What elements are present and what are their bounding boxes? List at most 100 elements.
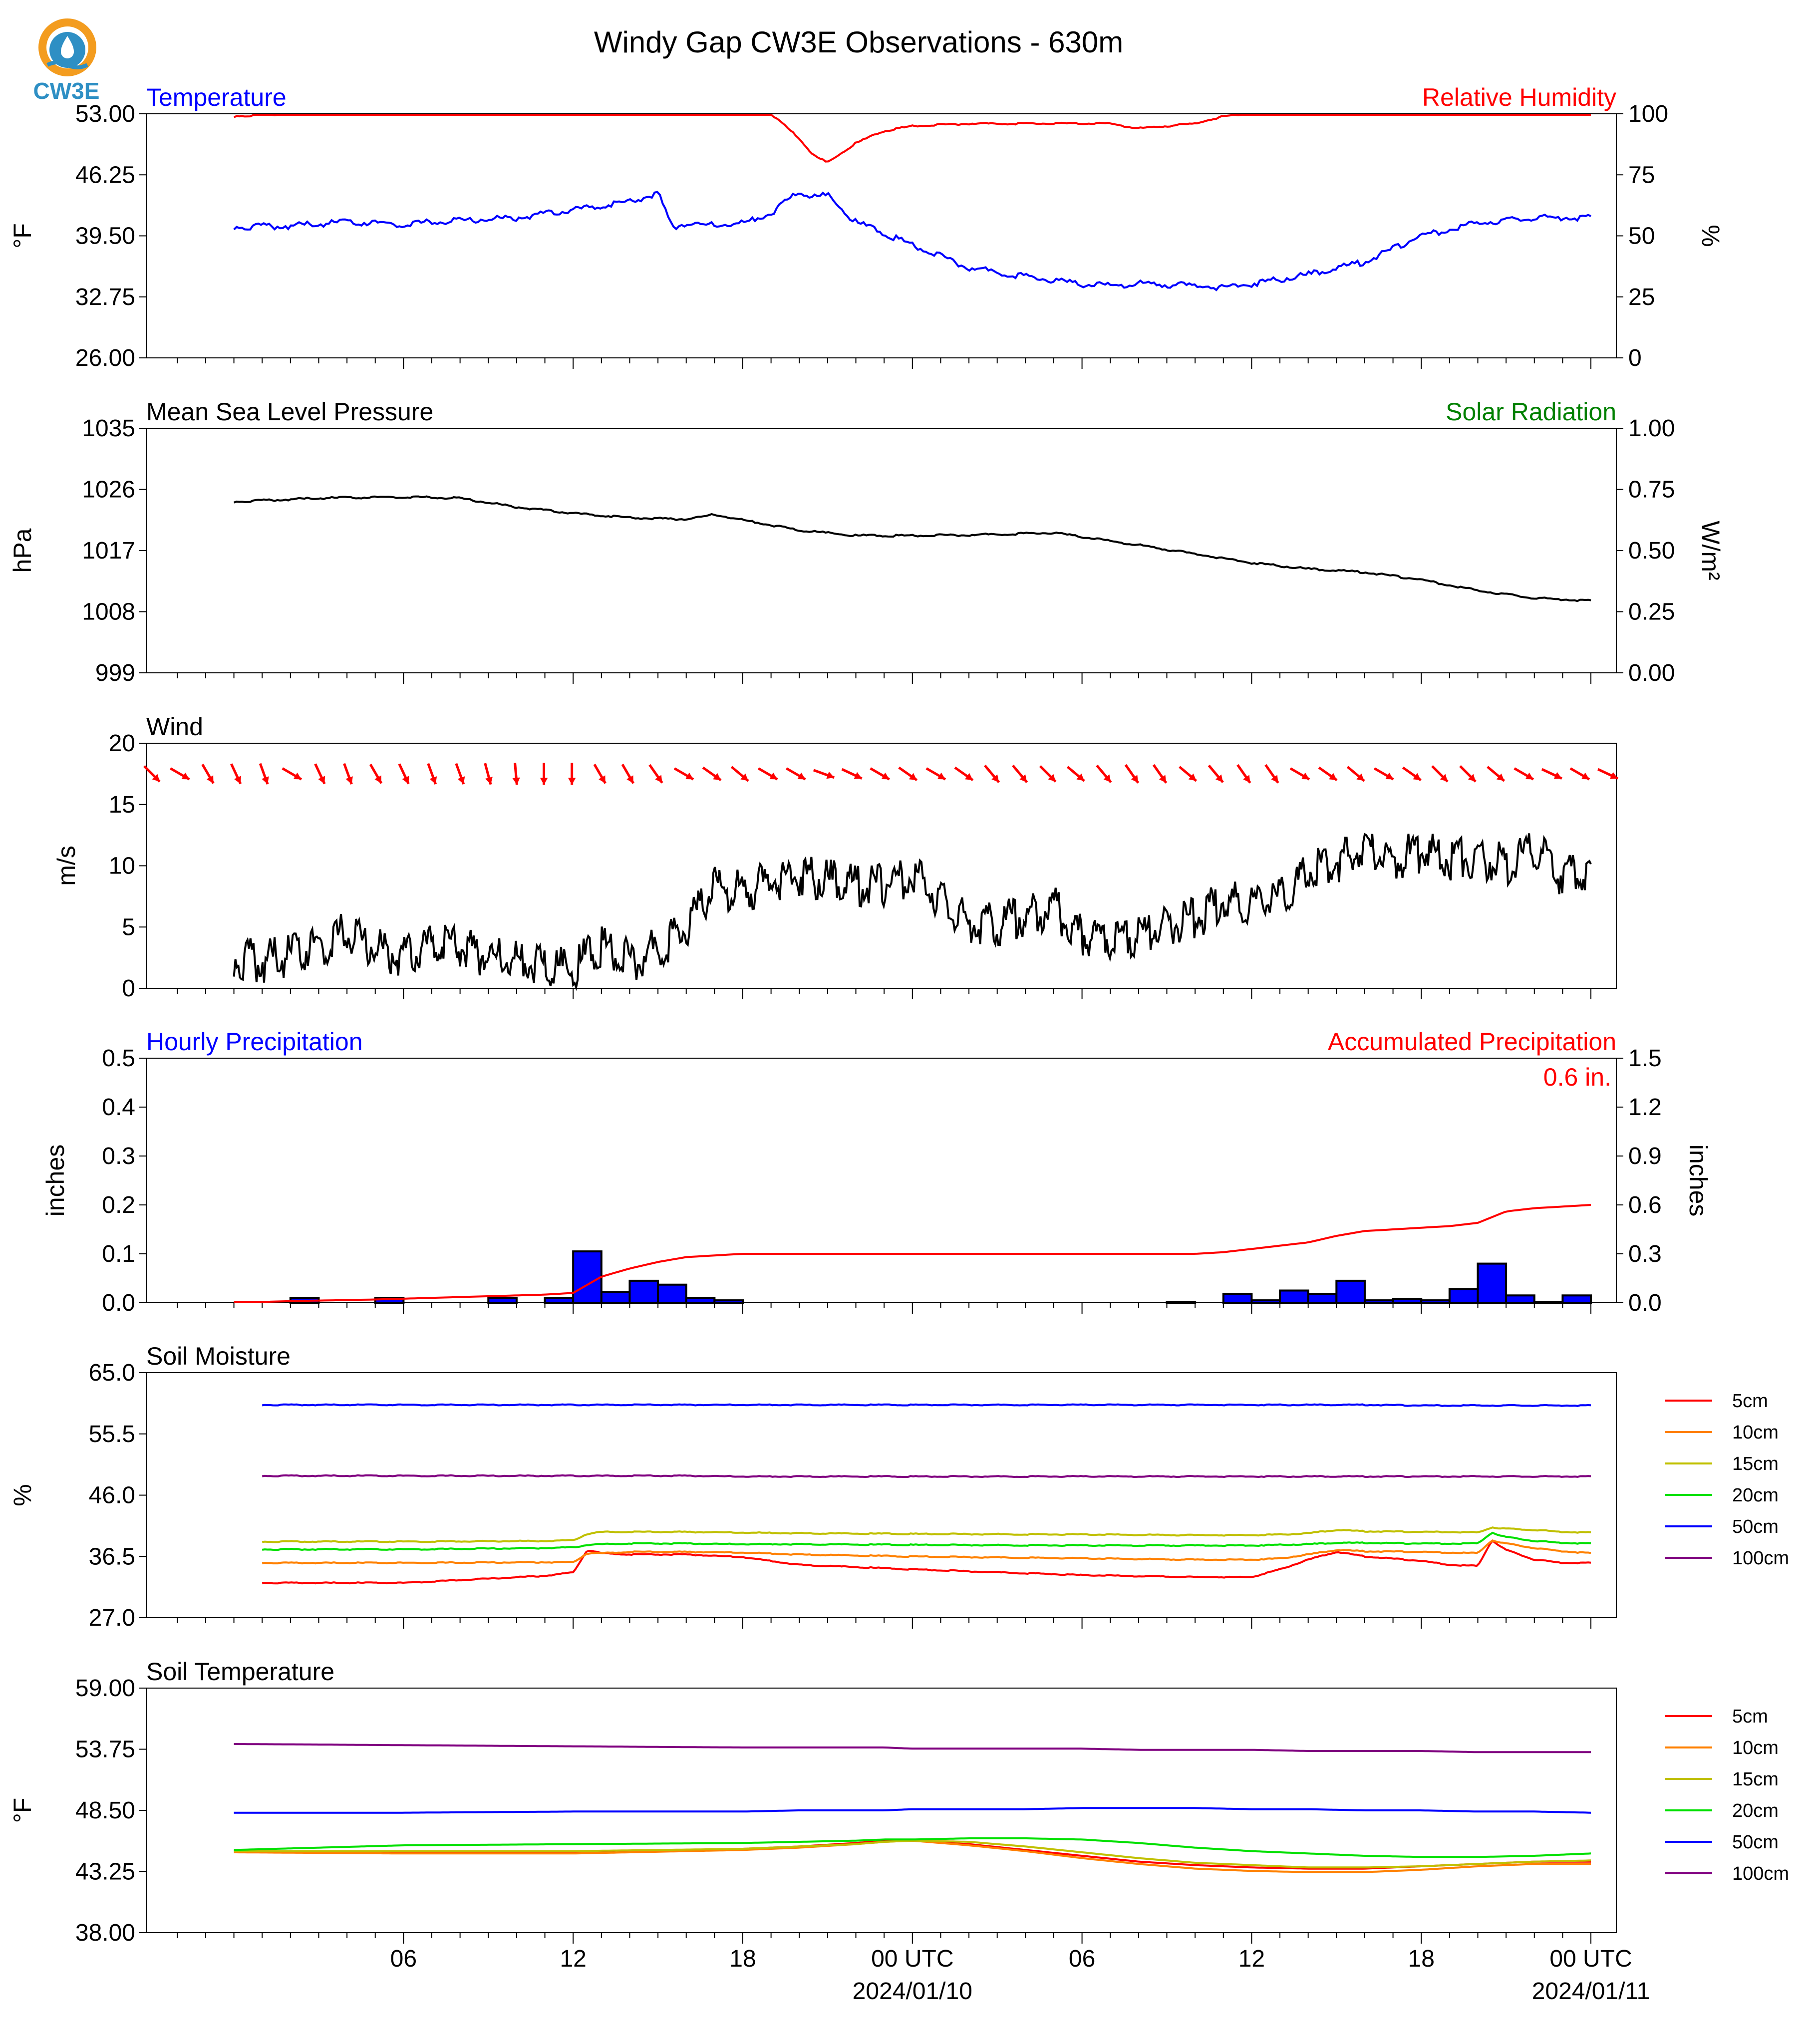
precip-bar [487,1297,518,1304]
wind-arrow-head [1553,772,1562,779]
y-tick-label: 1017 [82,538,135,564]
y-tick-label: 10 [109,853,135,879]
panel-5: Soil Temperature 59.00 53.75 48.50 43.25 38.0… [8,1658,1789,1946]
wind-arrow [1373,767,1394,781]
wind-arrow [925,767,946,781]
wind-arrow-head [262,776,269,785]
y-tick-label: 46.25 [75,162,135,188]
y-right-tick-label: 0.75 [1628,477,1675,503]
precip-bar [1222,1293,1253,1304]
wind-arrow [786,767,806,781]
legend-label: 20cm [1732,1800,1779,1821]
wind-arrow-head [1468,774,1476,782]
wind-arrow-head [1413,773,1421,780]
wind-arrow-head [540,778,548,785]
wind-arrow [282,767,303,781]
series-line-3 [262,1531,1591,1551]
wind-arrow [813,769,835,779]
y-tick-label: 0.2 [102,1192,135,1218]
plot-frame [146,1058,1617,1303]
x-tick-label: 00 UTC [871,1946,953,1972]
y-tick-label: 27.0 [89,1605,135,1631]
wind-arrow-head [152,774,160,782]
wind-arrow-head [937,772,945,780]
y-axis-label: inches [41,1145,69,1217]
y-tick-label: 999 [95,660,135,686]
wind-arrow-head [740,773,749,781]
x-tick-label: 18 [729,1946,756,1972]
precip-bar [1335,1279,1366,1304]
wind-arrow [143,765,161,783]
series-line-0 [233,191,1591,291]
wind-arrow-head [655,775,662,783]
y-tick-label: 0.4 [102,1094,135,1121]
precip-bar [572,1250,603,1304]
y-tick-label: 26.00 [75,345,135,371]
logo-wave-icon [46,60,88,69]
wind-arrow-head [1609,772,1618,779]
wind-arrow [343,763,353,785]
wind-arrow [1179,766,1198,782]
legend-label: 5cm [1732,1706,1768,1727]
y-tick-label: 0.1 [102,1241,135,1267]
series-line-0 [262,1539,1591,1585]
y-tick-label: 59.00 [75,1675,135,1702]
series-line-1 [262,1539,1591,1565]
precip-bar [1420,1299,1451,1304]
precip-bar [713,1299,744,1304]
y-right-tick-label: 1.5 [1628,1045,1662,1072]
wind-arrow-head [1215,774,1223,783]
precip-bar [1279,1289,1309,1304]
wind-arrow-head [991,774,999,783]
x-tick-label: 06 [1069,1946,1095,1972]
wind-arrow [398,763,410,785]
wind-arrow [1318,766,1338,782]
panel-title-right: Solar Radiation [1446,398,1616,426]
y-right-tick-label: 0.50 [1628,538,1675,564]
wind-arrow [1264,764,1279,784]
wind-arrow [1066,766,1085,782]
wind-arrow [1597,768,1619,780]
precip-bar [1477,1262,1508,1304]
legend-label: 10cm [1732,1422,1779,1443]
y-right-tick-label: 0 [1628,345,1642,371]
wind-arrow [1402,766,1422,782]
wind-arrow [314,763,326,785]
y-right-tick-label: 0.25 [1628,599,1675,625]
panel-title: Hourly Precipitation [146,1028,363,1056]
wind-arrow-head [293,772,302,780]
wind-arrow [1487,766,1506,782]
wind-arrow [870,767,890,781]
x-axis-labels: 06 12 18 00 UTC 06 12 18 00 UTC 2024/01/10 2024/0… [390,1946,1650,2005]
wind-arrow-head [429,776,437,785]
y-tick-label: 1035 [82,415,135,442]
y-right-tick-label: 25 [1628,284,1655,310]
wind-arrow-head [457,776,465,785]
x-tick-label: 12 [560,1946,586,1972]
wind-arrow-head [181,772,190,780]
y-tick-label: 53.75 [75,1737,135,1763]
y-tick-label: 38.00 [75,1920,135,1946]
figure-title: Windy Gap CW3E Observations - 630m [594,25,1123,59]
y-axis-label-right: % [1697,225,1725,247]
panels: Temperature Relative Humidity 53.00 46.25 39… [8,83,1789,1946]
series-line-4 [234,1807,1591,1814]
x-tick-label: 06 [390,1946,417,1972]
wind-arrow [259,763,269,785]
wind-arrow [170,767,190,781]
x-tick-label: 12 [1238,1946,1265,1972]
y-tick-label: 53.00 [75,101,135,127]
wind-arrow [1208,764,1224,783]
precip-bar [1392,1298,1423,1304]
series-line-0 [234,1204,1591,1303]
wind-arrow-head [881,772,890,780]
legend: 5cm 10cm 15cm 20cm 50cm 100cm [1665,1706,1789,1884]
wind-arrow-head [512,777,520,785]
wind-arrow-head [826,771,835,779]
wind-arrow-head [1440,774,1448,782]
wind-arrow-head [1131,775,1139,783]
y-tick-label: 32.75 [75,284,135,310]
x-tick-label: 00 UTC [1549,1946,1632,1972]
y-tick-label: 20 [109,730,135,757]
total-label: 0.6 in. [1543,1063,1611,1091]
